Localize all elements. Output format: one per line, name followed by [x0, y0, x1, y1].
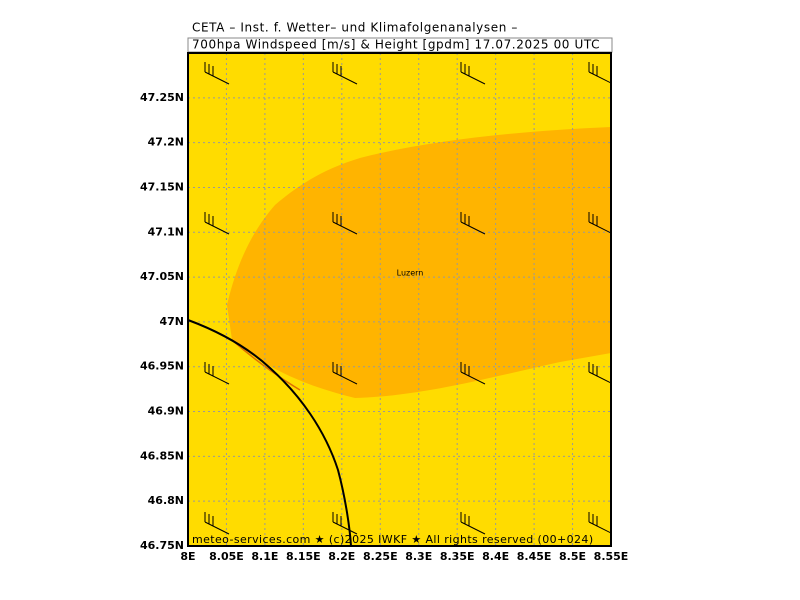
x-tick-label: 8.5E: [559, 550, 586, 563]
y-tick-label: 46.85N: [140, 449, 184, 462]
contour-edge: [231, 339, 301, 391]
x-tick-label: 8.25E: [363, 550, 398, 563]
y-tick-label: 46.9N: [148, 405, 184, 418]
x-tick-label: 8.1E: [251, 550, 278, 563]
y-tick-label: 46.75N: [140, 539, 184, 552]
y-tick-label: 47.2N: [148, 136, 184, 149]
y-tick-label: 47.25N: [140, 91, 184, 104]
x-tick-label: 8.45E: [517, 550, 552, 563]
x-tick-label: 8.55E: [594, 550, 629, 563]
place-label: Luzern: [397, 269, 424, 278]
windspeed-region: [227, 127, 611, 398]
y-tick-label: 46.8N: [148, 494, 184, 507]
x-tick-label: 8.05E: [209, 550, 244, 563]
x-tick-label: 8.2E: [328, 550, 355, 563]
y-tick-label: 47.15N: [140, 180, 184, 193]
y-tick-label: 47N: [159, 315, 184, 328]
x-tick-label: 8.3E: [405, 550, 432, 563]
x-tick-label: 8.15E: [286, 550, 321, 563]
x-tick-label: 8.4E: [482, 550, 509, 563]
y-tick-label: 47.05N: [140, 270, 184, 283]
map-frame: [187, 52, 612, 547]
x-tick-label: 8.35E: [440, 550, 475, 563]
footer: meteo-services.com ★ (c)2025 IWKF ★ All …: [192, 533, 594, 546]
border-line: [188, 319, 352, 546]
x-tick-label: 8E: [180, 550, 195, 563]
title-line: CETA – Inst. f. Wetter– und Klimafolgena…: [192, 21, 518, 35]
y-tick-label: 47.1N: [148, 225, 184, 238]
title-line: 700hpa Windspeed [m/s] & Height [gpdm] 1…: [192, 38, 600, 52]
map-area: Luzern meteo-services.com ★ (c)2025 IWKF…: [188, 53, 611, 546]
y-tick-label: 46.95N: [140, 360, 184, 373]
